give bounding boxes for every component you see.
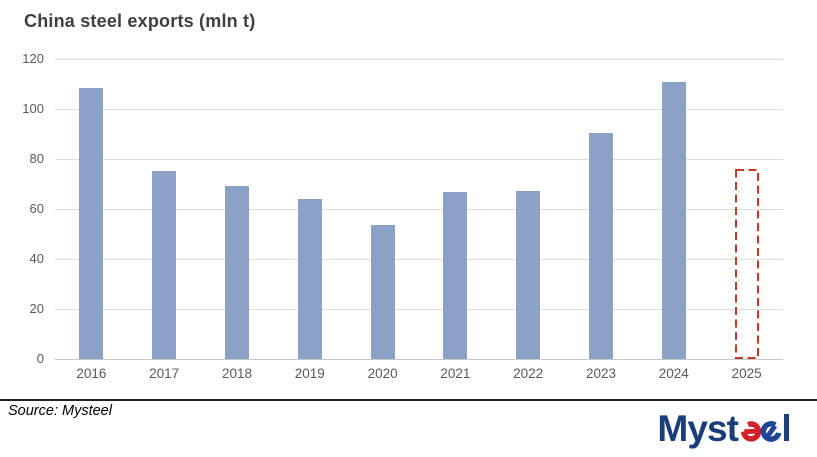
- logo-text-prefix: Myst: [657, 409, 738, 449]
- bar-2019: [297, 198, 322, 359]
- x-axis-line: [55, 358, 783, 360]
- bar-chart: 0 20 40 60 80 100 120 2016 2017 2018 2019 2020 2021 2…: [22, 51, 783, 381]
- y-axis-tick-label: 80: [29, 151, 44, 166]
- chart-title: China steel exports (mln t): [24, 11, 256, 31]
- gridline: [55, 258, 783, 260]
- x-axis-tick-label: 2016: [76, 366, 107, 381]
- bar-2017: [152, 170, 177, 359]
- bar-2020: [370, 224, 395, 359]
- x-axis-tick-label: 2020: [367, 366, 398, 381]
- gridline: [55, 208, 783, 210]
- forecast-bar-outline: [734, 169, 759, 359]
- y-axis-tick-label: 100: [22, 101, 44, 116]
- x-axis-tick-label: 2023: [585, 366, 617, 381]
- gridline: [55, 308, 783, 310]
- bar-2022: [516, 190, 541, 359]
- logo-text-suffix: l: [781, 409, 790, 449]
- y-axis-tick-label: 0: [36, 351, 44, 366]
- x-axis-tick-label: 2017: [149, 366, 180, 381]
- x-axis-tick-label: 2021: [440, 366, 471, 381]
- bar-2023: [589, 133, 613, 359]
- gridline: [55, 108, 783, 110]
- x-axis-tick-label: 2019: [294, 366, 325, 381]
- x-axis-tick-label: 2024: [658, 366, 689, 381]
- gridline: [55, 158, 783, 160]
- source-caption: Source: Mysteel: [8, 403, 112, 419]
- gridline: [55, 58, 783, 60]
- mysteel-logo: Myst l: [657, 409, 791, 449]
- y-axis-tick-label: 40: [29, 251, 44, 266]
- bar-2021: [443, 191, 468, 359]
- footer-divider: [0, 399, 817, 401]
- x-axis-tick-label: 2025: [731, 366, 762, 381]
- y-axis-tick-label: 120: [22, 51, 44, 66]
- bar-2024: [661, 82, 686, 359]
- logo-swirl-red-icon: [740, 421, 762, 442]
- x-axis-tick-label: 2018: [221, 366, 253, 381]
- logo-swirl-blue-icon: [760, 421, 782, 442]
- bar-2018: [225, 185, 249, 359]
- x-axis-tick-label: 2022: [513, 366, 544, 381]
- y-axis-tick-label: 20: [29, 301, 44, 316]
- bar-2016: [79, 88, 104, 359]
- y-axis-tick-label: 60: [29, 201, 44, 216]
- bar-2025-forecast: [734, 169, 759, 359]
